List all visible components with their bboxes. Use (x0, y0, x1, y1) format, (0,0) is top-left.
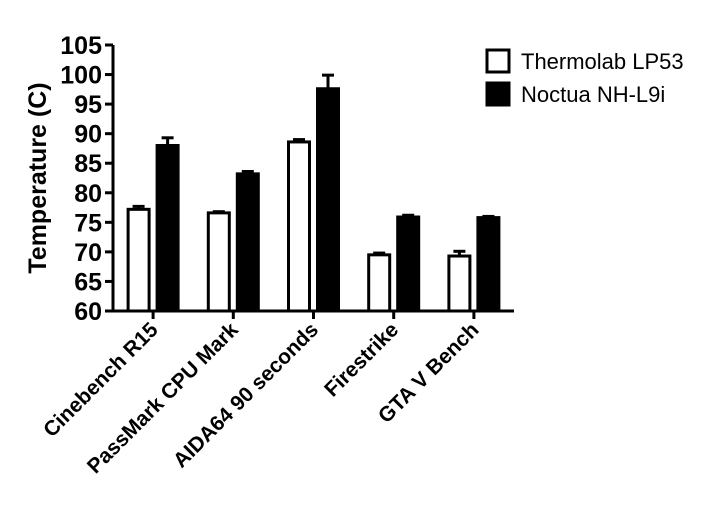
bars (126, 73, 501, 313)
x-tick-label: Firestrike (320, 318, 403, 401)
legend-swatch (485, 48, 511, 74)
legend-label: Thermolab LP53 (521, 49, 684, 74)
bar (287, 140, 311, 313)
y-tick-label: 65 (74, 268, 102, 296)
y-tick-label: 60 (74, 298, 102, 326)
y-tick-label: 85 (74, 150, 102, 178)
bar (367, 253, 392, 313)
bar (126, 207, 151, 313)
legend: Thermolab LP53 Noctua NH-L9i (485, 48, 684, 107)
bar (155, 143, 180, 313)
y-tick-label: 75 (74, 209, 102, 237)
bar (396, 215, 421, 313)
bar (447, 254, 472, 313)
bar (206, 211, 231, 313)
y-tick-label: 70 (74, 239, 102, 267)
x-tick-label: AIDA64 90 seconds (169, 318, 323, 472)
bar (235, 172, 260, 313)
legend-label: Noctua NH-L9i (521, 82, 665, 107)
y-tick-label: 100 (60, 62, 102, 90)
legend-swatch (485, 81, 511, 107)
y-tick-label: 80 (74, 180, 102, 208)
x-tick-label: PassMark CPU Mark (83, 318, 243, 478)
bar (316, 87, 340, 313)
y-axis-label: Temperature (C) (24, 82, 52, 273)
bar (476, 216, 501, 313)
y-tick-label: 90 (74, 121, 102, 149)
y-tick-label: 105 (60, 32, 102, 60)
y-tick-label: 95 (74, 91, 102, 119)
